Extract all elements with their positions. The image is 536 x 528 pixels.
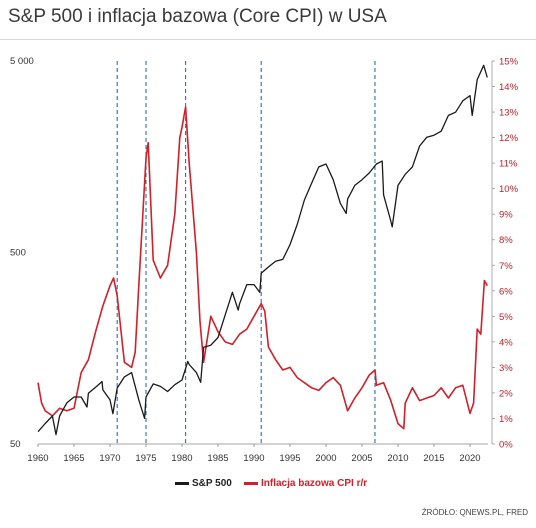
x-tick-label: 2010 [387, 453, 408, 464]
left-y-tick-label: 5 000 [10, 56, 34, 67]
x-tick-label: 1995 [279, 453, 300, 464]
right-y-tick-label: 1% [499, 414, 513, 425]
x-tick-label: 1975 [135, 453, 156, 464]
chart-title: S&P 500 i inflacja bazowa (Core CPI) w U… [8, 6, 387, 27]
left-y-tick-label: 50 [10, 439, 21, 450]
right-y-tick-label: 10% [499, 184, 519, 195]
title-divider [0, 39, 536, 40]
x-tick-label: 1970 [99, 453, 120, 464]
right-y-tick-label: 4% [499, 337, 513, 348]
core-cpi-series-line [37, 106, 488, 430]
x-tick-label: 1990 [243, 453, 264, 464]
x-tick-label: 1960 [27, 453, 48, 464]
right-y-tick-label: 9% [499, 210, 513, 221]
right-y-axis: 0% 1% 2% 3% 4% 5% 6% 7% 8% 9% 10% 11% 12% 13% 14% 15% [491, 57, 519, 451]
right-y-tick-label: 6% [499, 286, 513, 297]
right-y-tick-label: 0% [499, 440, 513, 451]
x-tick-label: 1965 [63, 453, 84, 464]
legend-swatch-sp500 [175, 482, 189, 485]
right-y-tick-label: 3% [499, 363, 513, 374]
x-tick-label: 2020 [459, 453, 480, 464]
right-y-tick-label: 2% [499, 388, 513, 399]
right-y-tick-label: 8% [499, 235, 513, 246]
right-y-tick-label: 7% [499, 261, 513, 272]
sp500-series-line [37, 64, 488, 436]
x-tick-label: 1985 [207, 453, 228, 464]
line-chart: 1960 1965 1970 1975 1980 1985 1990 1995 2000 2005… [10, 56, 519, 464]
x-tick-label: 2000 [315, 453, 336, 464]
legend-item-cpi: Inflacja bazowa CPI r/r [244, 478, 367, 489]
right-y-tick-label: 5% [499, 312, 513, 323]
right-y-tick-label: 12% [499, 133, 519, 144]
right-y-tick-label: 15% [499, 57, 519, 68]
right-y-tick-label: 11% [499, 159, 518, 170]
vertical-reference-lines [116, 61, 376, 444]
x-tick-label: 2015 [423, 453, 444, 464]
legend-item-sp500: S&P 500 [175, 478, 232, 489]
legend: S&P 500 Inflacja bazowa CPI r/r [0, 478, 536, 494]
right-y-tick-label: 13% [499, 108, 519, 119]
left-y-tick-label: 500 [10, 248, 26, 259]
x-axis-ticks: 1960 1965 1970 1975 1980 1985 1990 1995 2000 2005… [27, 444, 481, 464]
x-tick-label: 2005 [351, 453, 372, 464]
legend-label-cpi: Inflacja bazowa CPI r/r [261, 478, 368, 489]
legend-swatch-cpi [244, 482, 258, 485]
x-tick-label: 1980 [171, 453, 192, 464]
legend-label-sp500: S&P 500 [192, 478, 232, 489]
source-note: ŹRÓDŁO: QNEWS.PL, FRED [421, 508, 528, 517]
series-lines [37, 64, 488, 436]
left-y-axis: 50 500 5 000 [10, 56, 34, 450]
right-y-tick-label: 14% [499, 82, 519, 93]
